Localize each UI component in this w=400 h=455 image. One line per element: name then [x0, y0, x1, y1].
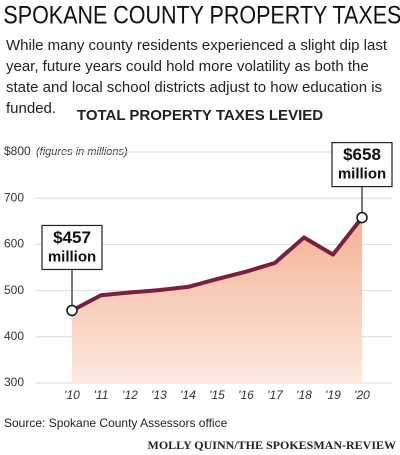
annotation-text: million	[338, 166, 386, 183]
x-tick-label: '10	[64, 388, 80, 402]
y-tick-label: 300	[4, 375, 24, 389]
chart-title: TOTAL PROPERTY TAXES LEVIED	[77, 107, 323, 124]
point	[356, 211, 368, 224]
x-tick-label: '20	[354, 388, 370, 402]
x-tick-label: '17	[267, 388, 284, 402]
y-tick-label: 700	[4, 190, 24, 204]
annotation-box	[41, 224, 103, 271]
credit: MOLLY QUINN/THE SPOKESMAN-REVIEW	[148, 438, 396, 452]
annotation-text: $457	[53, 228, 91, 247]
x-tick-label: '12	[122, 388, 138, 402]
x-tick-label: '19	[325, 388, 341, 402]
x-tick-label: '14	[180, 388, 196, 402]
line	[71, 216, 364, 313]
annotation-text: million	[48, 248, 96, 265]
y-tick-label: 600	[4, 237, 24, 251]
point	[66, 304, 78, 317]
x-tick-label: '13	[151, 388, 167, 402]
annotation-text: $658	[343, 145, 381, 164]
x-tick-label: '18	[296, 388, 312, 402]
y-tick-label: $800	[4, 144, 31, 158]
x-tick-label: '11	[94, 388, 109, 402]
annotation-box	[331, 142, 393, 188]
x-tick-label: '15	[209, 388, 225, 402]
y-tick-label: 500	[4, 283, 24, 297]
page-title: SPOKANE COUNTY PROPERTY TAXES	[3, 1, 400, 29]
x-tick-label: '16	[238, 388, 254, 402]
subtitle: While many county residents experienced …	[6, 37, 388, 117]
area	[72, 217, 362, 383]
source: Source: Spokane County Assessors office	[4, 416, 228, 430]
y-tick-label: 400	[4, 329, 24, 343]
